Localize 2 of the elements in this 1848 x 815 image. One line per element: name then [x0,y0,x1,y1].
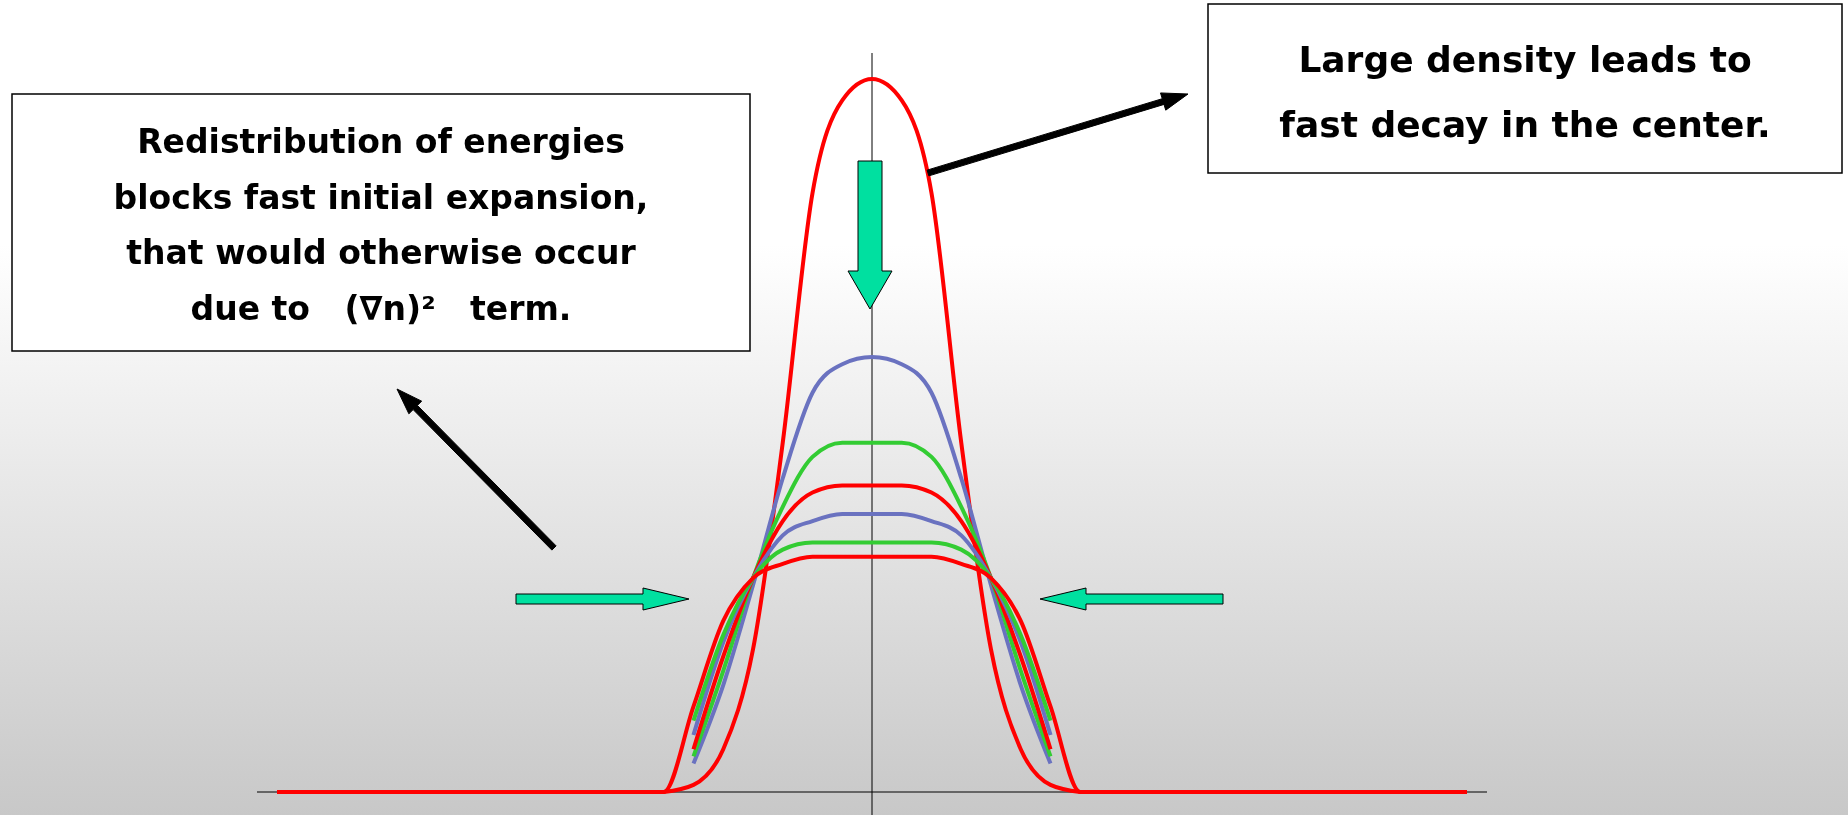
annotation: Large density leads to fast decay in the center. [1279,39,1771,146]
annotation: Redistribution of energies blocks fast initial expansion, that would otherwise occur due to (∇n)² term. [113,121,649,329]
